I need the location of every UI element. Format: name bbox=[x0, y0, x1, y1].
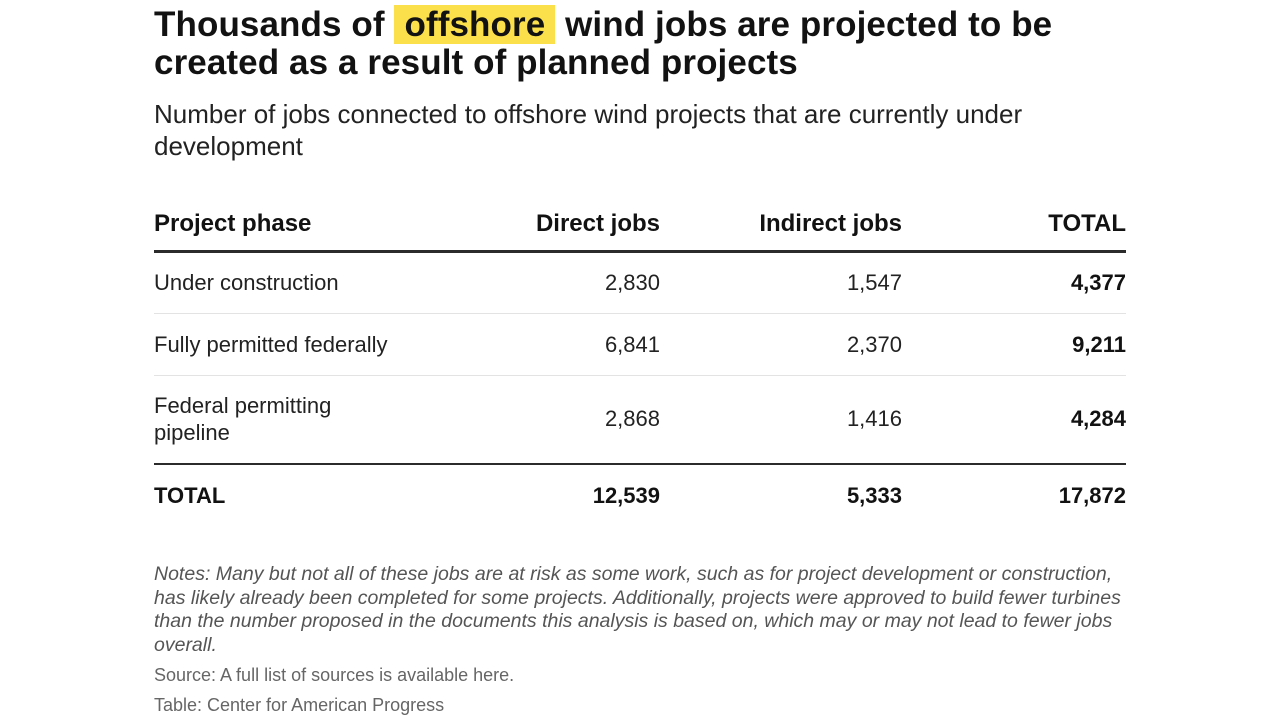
title-highlight: offshore bbox=[394, 5, 556, 44]
jobs-table: Project phase Direct jobs Indirect jobs … bbox=[154, 198, 1126, 528]
table-row: Under construction 2,830 1,547 4,377 bbox=[154, 251, 1126, 314]
cell-indirect-jobs: 2,370 bbox=[660, 313, 902, 376]
cell-total-label: TOTAL bbox=[154, 483, 226, 508]
cell-total: 4,284 bbox=[902, 375, 1126, 465]
table-row: Federal permitting pipeline 2,868 1,416 … bbox=[154, 375, 1126, 465]
column-header-project-phase: Project phase bbox=[154, 198, 484, 253]
chart-notes: Notes: Many but not all of these jobs ar… bbox=[154, 563, 1121, 656]
cell-phase: Federal permitting pipeline bbox=[154, 375, 484, 465]
cell-grand-total: 17,872 bbox=[1058, 483, 1126, 508]
table-header-row: Project phase Direct jobs Indirect jobs … bbox=[154, 198, 1126, 253]
column-header-total: TOTAL bbox=[902, 198, 1126, 253]
cell-total-direct-jobs: 12,539 bbox=[592, 483, 660, 508]
cell-direct-jobs: 2,830 bbox=[484, 251, 660, 314]
chart-credit: Table: Center for American Progress bbox=[154, 695, 445, 715]
chart-subtitle: Number of jobs connected to offshore win… bbox=[154, 99, 1023, 161]
column-header-indirect-jobs: Indirect jobs bbox=[660, 198, 902, 253]
chart-title: Thousands of offshore wind jobs are proj… bbox=[154, 5, 1126, 82]
table-total-row: TOTAL 12,539 5,333 17,872 bbox=[154, 464, 1126, 528]
cell-phase: Under construction bbox=[154, 251, 484, 314]
chart-source: Source: A full list of sources is availa… bbox=[154, 665, 515, 685]
cell-direct-jobs: 6,841 bbox=[484, 313, 660, 376]
cell-phase: Fully permitted federally bbox=[154, 313, 484, 376]
cell-indirect-jobs: 1,547 bbox=[660, 251, 902, 314]
cell-total: 9,211 bbox=[902, 313, 1126, 376]
cell-direct-jobs: 2,868 bbox=[484, 375, 660, 465]
title-part-after: wind jobs are projected to be created as… bbox=[154, 5, 1053, 82]
cell-total-indirect-jobs: 5,333 bbox=[846, 483, 902, 508]
cell-total: 4,377 bbox=[902, 251, 1126, 314]
table-row: Fully permitted federally 6,841 2,370 9,… bbox=[154, 313, 1126, 376]
column-header-direct-jobs: Direct jobs bbox=[484, 198, 660, 253]
cell-phase-text: Federal permitting pipeline bbox=[154, 393, 332, 446]
cell-indirect-jobs: 1,416 bbox=[660, 375, 902, 465]
title-part-before: Thousands of bbox=[154, 5, 385, 44]
